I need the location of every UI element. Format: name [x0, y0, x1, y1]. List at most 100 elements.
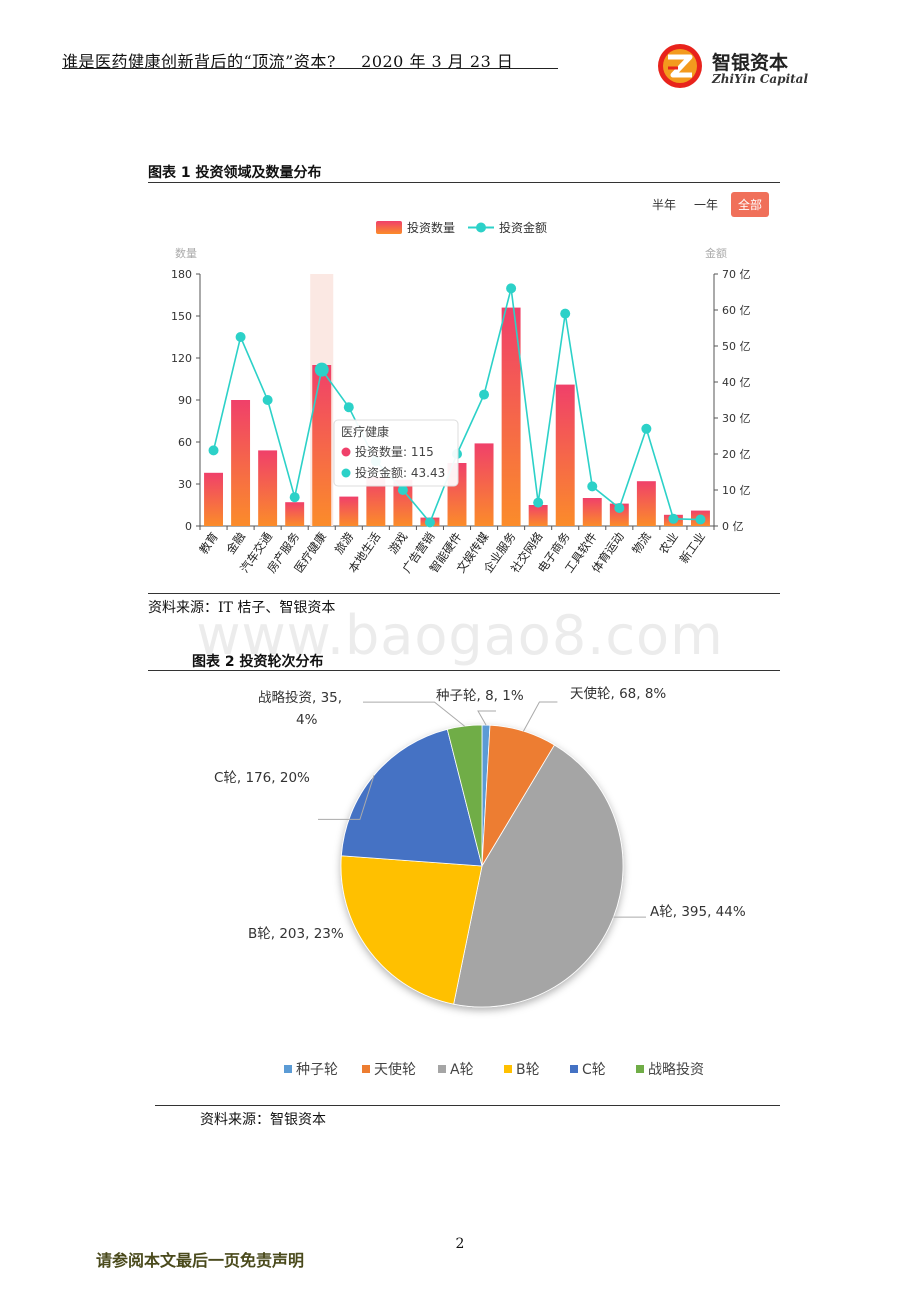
bar-企业服务[interactable] — [501, 307, 521, 526]
pie-legend-label-B轮[interactable]: B轮 — [516, 1062, 540, 1078]
amount-point-物流[interactable] — [641, 423, 652, 434]
figure2-bottom-rule — [155, 1105, 780, 1106]
x-tick-label: 旅游 — [332, 529, 357, 556]
pie-label-b: B轮, 203, 23% — [248, 926, 344, 942]
logo-text-cn: 智银资本 — [712, 52, 789, 74]
y-right-tick-label: 40 亿 — [722, 376, 751, 389]
tooltip-count: 投资数量: 115 — [355, 444, 434, 459]
range-one-year-button[interactable]: 一年 — [694, 198, 719, 212]
amount-point-房产服务[interactable] — [289, 492, 300, 503]
y-left-tick-label: 30 — [178, 478, 192, 491]
y-right-axis-label: 金额 — [705, 246, 727, 260]
bar-社交网络[interactable] — [528, 505, 548, 526]
bar-文娱传媒[interactable] — [474, 443, 494, 526]
pie-legend-swatch-C轮[interactable] — [570, 1065, 578, 1073]
range-half-year-button[interactable]: 半年 — [652, 198, 677, 212]
x-tick-label: 教育 — [196, 530, 221, 557]
amount-point-工具软件[interactable] — [587, 481, 598, 492]
amount-point-农业[interactable] — [668, 513, 679, 524]
y-left-tick-label: 120 — [171, 352, 192, 365]
figure2-title: 图表 2 投资轮次分布 — [192, 654, 324, 670]
investment-field-chart: 投资数量 投资金额 数量 金额 0 30 60 90 120 150 180 0 亿 10 亿 20 亿… — [171, 220, 751, 575]
report-title: 谁是医药健康创新背后的“顶流”资本? — [62, 52, 336, 71]
figure1-bottom-rule — [148, 593, 780, 594]
pie-legend-swatch-A轮[interactable] — [438, 1065, 446, 1073]
tooltip-category: 医疗健康 — [341, 424, 389, 439]
pie-slice-A轮[interactable] — [453, 744, 624, 1008]
bar-汽车交通[interactable] — [258, 450, 278, 526]
y-right-tick-label: 20 亿 — [722, 448, 751, 461]
pie-legend-label-战略投资[interactable]: 战略投资 — [648, 1062, 704, 1078]
amount-point-体育运动[interactable] — [614, 503, 625, 513]
logo-text-en: ZhiYin Capital — [712, 72, 809, 86]
pie-legend-swatch-战略投资[interactable] — [636, 1065, 644, 1073]
leader-line — [522, 701, 558, 732]
header-rule — [62, 68, 558, 69]
pie-legend-swatch-天使轮[interactable] — [362, 1065, 370, 1073]
bar-房产服务[interactable] — [285, 502, 305, 526]
amount-point-教育[interactable] — [208, 445, 219, 456]
pie-slice-B轮[interactable] — [340, 855, 483, 1005]
bar-本地生活[interactable] — [366, 477, 386, 526]
y-left-tick-label: 60 — [178, 436, 192, 449]
pie-label-strategic: 战略投资, 35, — [258, 690, 342, 706]
bar-电子商务[interactable] — [555, 384, 575, 526]
bar-旅游[interactable] — [339, 496, 359, 526]
pie-slice-战略投资[interactable] — [446, 724, 483, 867]
leader-line — [363, 701, 465, 727]
x-tick-label: 物流 — [629, 529, 654, 556]
legend-amount-dot[interactable] — [476, 222, 486, 233]
figure1-source: 资料来源：IT 桔子、智银资本 — [148, 600, 336, 616]
bar-教育[interactable] — [204, 472, 223, 526]
legend-count-swatch[interactable] — [376, 221, 402, 234]
y-left-tick-label: 150 — [171, 310, 192, 323]
amount-point-电子商务[interactable] — [560, 308, 571, 319]
tooltip-amount-dot — [341, 468, 351, 478]
pie-label-a: A轮, 395, 44% — [650, 904, 746, 920]
y-left-tick-label: 180 — [171, 268, 192, 281]
amount-point-医疗健康[interactable] — [314, 362, 329, 377]
amount-point-广告营销[interactable] — [424, 517, 435, 528]
leader-line — [318, 775, 375, 820]
x-tick-label: 金融 — [223, 529, 248, 556]
pie-legend-label-A轮[interactable]: A轮 — [450, 1062, 474, 1078]
report-date: 2020 年 3 月 23 日 — [361, 52, 514, 71]
amount-point-金融[interactable] — [235, 332, 246, 342]
page-number: 2 — [455, 1236, 465, 1252]
figure2-source: 资料来源：智银资本 — [200, 1112, 326, 1128]
pie-legend-label-天使轮[interactable]: 天使轮 — [374, 1061, 416, 1078]
amount-point-社交网络[interactable] — [533, 497, 544, 508]
amount-point-新工业[interactable] — [695, 514, 706, 525]
amount-point-旅游[interactable] — [343, 402, 354, 413]
chart-tooltip: 医疗健康 投资数量: 115 投资金额: 43.43 — [333, 419, 459, 487]
pie-slice-C轮[interactable] — [340, 728, 483, 867]
bar-工具软件[interactable] — [582, 498, 602, 526]
x-tick-label: 新工业 — [677, 530, 708, 566]
legend-amount-label[interactable]: 投资金额 — [499, 220, 547, 235]
tooltip-amount: 投资金额: 43.43 — [355, 465, 445, 480]
pie-label-seed: 种子轮, 8, 1% — [436, 688, 524, 704]
figure1-top-rule — [148, 182, 780, 183]
watermark: www.baogao8.com — [196, 604, 724, 667]
y-right-tick-label: 60 亿 — [722, 304, 751, 317]
bar-物流[interactable] — [636, 481, 656, 526]
y-right-tick-label: 50 亿 — [722, 340, 751, 353]
pie-label-strategic-percent: 4% — [296, 712, 318, 728]
bar-医疗健康[interactable] — [312, 365, 332, 526]
amount-point-文娱传媒[interactable] — [479, 389, 490, 400]
y-left-axis-label: 数量 — [175, 247, 197, 260]
amount-point-汽车交通[interactable] — [262, 395, 273, 405]
y-right-tick-label: 70 亿 — [722, 268, 751, 281]
pie-legend-label-C轮[interactable]: C轮 — [582, 1062, 606, 1078]
header-title: 谁是医药健康创新背后的“顶流”资本? 2020 年 3 月 23 日 — [62, 48, 513, 72]
y-right-tick-label: 30 亿 — [722, 412, 751, 425]
pie-legend-label-种子轮[interactable]: 种子轮 — [296, 1062, 338, 1078]
legend-count-label[interactable]: 投资数量 — [407, 220, 455, 235]
figure2-top-rule — [148, 670, 780, 671]
amount-point-企业服务[interactable] — [506, 283, 517, 294]
pie-legend-swatch-B轮[interactable] — [504, 1065, 512, 1073]
pie-legend-swatch-种子轮[interactable] — [284, 1065, 292, 1073]
amount-point-游戏[interactable] — [397, 485, 408, 495]
range-all-button[interactable]: 全部 — [731, 192, 770, 217]
bar-金融[interactable] — [231, 400, 251, 526]
